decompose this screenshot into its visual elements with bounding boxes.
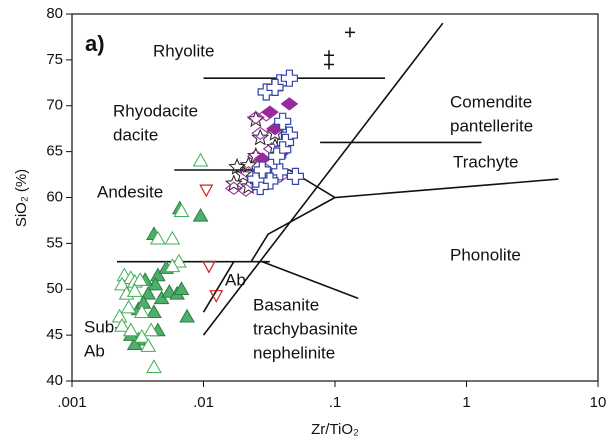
point: [150, 267, 166, 282]
point: [179, 308, 195, 323]
point: [164, 230, 181, 245]
x-tick-label: 1: [462, 394, 470, 411]
point: [236, 183, 255, 197]
y-tick-label: 40: [46, 372, 63, 389]
point: [261, 105, 279, 119]
point: [173, 203, 190, 218]
field-label: Rhyodacite: [113, 101, 198, 120]
point: [140, 285, 157, 300]
point: [268, 147, 286, 165]
y-axis-label: SiO₂ (%): [13, 169, 30, 227]
x-tick-label: .001: [57, 394, 86, 411]
x-axis-label: Zr/TiO₂: [311, 421, 359, 438]
point: [126, 283, 143, 297]
point: [120, 299, 137, 314]
field-label: Trachyte: [453, 152, 519, 171]
point: [344, 27, 355, 38]
point: [143, 322, 160, 337]
point: [114, 317, 130, 332]
point: [192, 152, 209, 167]
point: [251, 126, 270, 140]
point: [150, 230, 166, 245]
y-tick-label: 50: [46, 280, 63, 297]
point: [201, 260, 216, 274]
field-label: Sub-: [84, 317, 120, 336]
field-boundary: [202, 22, 444, 336]
point: [192, 207, 209, 222]
field-boundary: [202, 261, 235, 313]
field-label: trachybasinite: [253, 319, 358, 338]
field-boundary: [262, 260, 359, 300]
point: [114, 276, 130, 291]
point: [266, 78, 284, 97]
point: [228, 157, 246, 175]
point: [146, 304, 162, 318]
point: [274, 112, 292, 130]
point: [251, 128, 270, 146]
x-tick-label: .01: [193, 394, 214, 411]
point: [271, 163, 289, 181]
point: [164, 258, 181, 273]
field-boundary: [250, 196, 336, 263]
point: [234, 165, 252, 183]
field-label: Rhyolite: [153, 41, 214, 60]
point: [122, 322, 139, 337]
field-label: dacite: [113, 125, 158, 144]
point: [173, 281, 190, 295]
point: [126, 336, 143, 351]
point: [199, 184, 214, 198]
field-label: Phonolite: [450, 245, 521, 264]
point: [280, 69, 298, 87]
point: [209, 290, 224, 303]
point: [134, 304, 150, 318]
field-label: nephelinite: [253, 343, 335, 362]
x-tick-label: .1: [329, 394, 342, 411]
y-tick-label: 55: [46, 234, 63, 251]
point: [323, 59, 334, 70]
point: [132, 272, 149, 286]
point: [224, 174, 243, 192]
panel-label: a): [85, 31, 105, 56]
x-tick-label: 10: [590, 394, 607, 411]
point: [224, 181, 243, 196]
y-tick-label: 80: [46, 5, 63, 22]
field-label: Ab: [225, 270, 246, 289]
point: [286, 167, 304, 185]
point: [274, 141, 292, 159]
field-label: Andesite: [97, 182, 163, 201]
field-label: Comendite: [450, 92, 532, 111]
y-tick-label: 45: [46, 326, 63, 343]
point: [246, 110, 265, 125]
y-tick-label: 60: [46, 188, 63, 205]
point: [111, 308, 128, 323]
field-label: Ab: [84, 341, 105, 360]
y-tick-label: 70: [46, 97, 63, 114]
point: [253, 161, 271, 179]
y-tick-label: 65: [46, 143, 63, 160]
point: [323, 50, 334, 61]
point: [280, 97, 299, 111]
point: [140, 338, 157, 352]
point: [146, 359, 162, 373]
field-boundary: [174, 169, 559, 199]
field-label: pantellerite: [450, 116, 533, 135]
y-tick-label: 75: [46, 51, 63, 68]
point: [239, 156, 258, 173]
field-label: Basanite: [253, 295, 319, 314]
